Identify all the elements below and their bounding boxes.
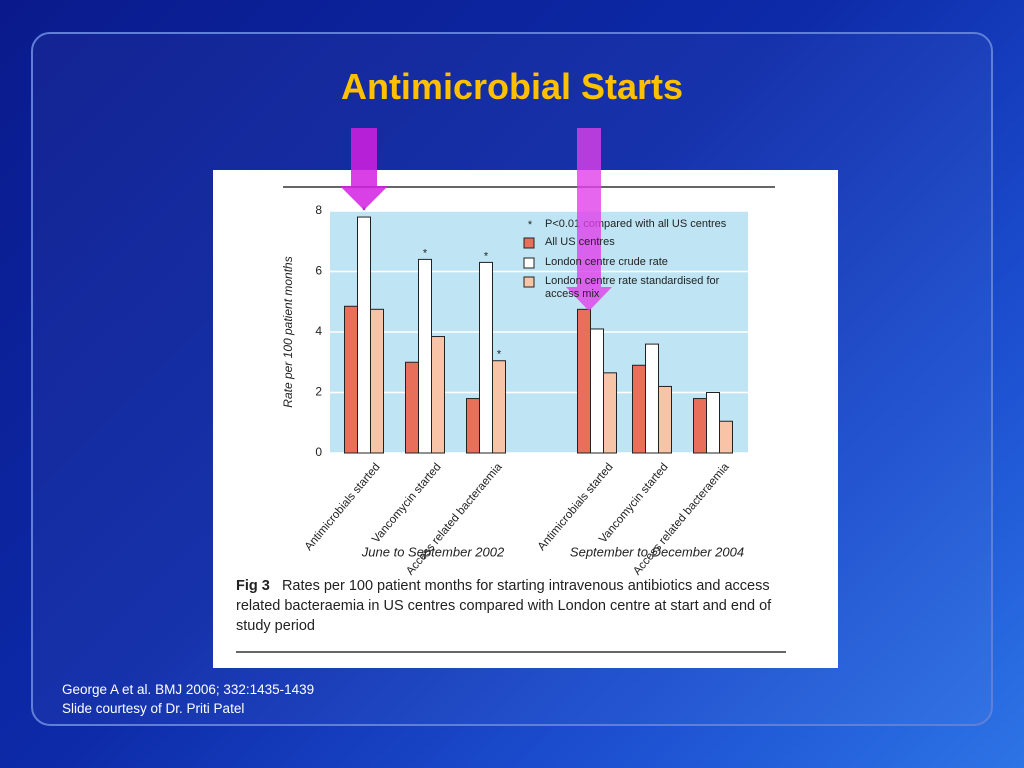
- figure-caption: Fig 3 Rates per 100 patient months for s…: [236, 576, 781, 636]
- legend-label: London centre crude rate: [545, 256, 730, 269]
- bar: [467, 399, 480, 453]
- bar: [659, 386, 672, 453]
- legend-swatch: [524, 277, 534, 287]
- significance-marker: *: [497, 349, 502, 361]
- citation: Slide courtesy of Dr. Priti Patel: [62, 701, 244, 716]
- y-tick-label: 2: [315, 385, 322, 399]
- group-label: September to December 2004: [570, 544, 744, 559]
- y-tick-label: 0: [315, 445, 322, 459]
- legend-label: London centre rate standardised for acce…: [545, 275, 730, 301]
- bar: [493, 361, 506, 453]
- legend-swatch: [524, 238, 534, 248]
- caption-text: Rates per 100 patient months for startin…: [236, 578, 771, 634]
- y-tick-label: 4: [315, 324, 322, 338]
- bar: [358, 217, 371, 453]
- bar: [480, 262, 493, 453]
- legend-symbol: *: [528, 219, 533, 231]
- y-tick-label: 6: [315, 264, 322, 278]
- legend-label: P<0.01 compared with all US centres: [545, 218, 727, 230]
- slide-title: Antimicrobial Starts: [0, 66, 1024, 108]
- group-label: June to September 2002: [361, 544, 505, 559]
- bar: [419, 259, 432, 453]
- bar: [432, 337, 445, 453]
- significance-marker: *: [423, 247, 428, 259]
- bar: [633, 365, 646, 453]
- legend-swatch: [524, 258, 534, 268]
- caption-label: Fig 3: [236, 578, 270, 594]
- slide: 0 2 4 6 8 Rate per 100 patient months * Antimic…: [0, 0, 1024, 768]
- bar: [345, 306, 358, 453]
- bar: [371, 309, 384, 453]
- bar: [591, 329, 604, 453]
- bar: [646, 344, 659, 453]
- bar: [707, 393, 720, 454]
- significance-marker: *: [484, 250, 489, 262]
- citation: George A et al. BMJ 2006; 332:1435-1439: [62, 682, 314, 697]
- slide-graphics: 0 2 4 6 8 Rate per 100 patient months * Antimic…: [0, 0, 1024, 768]
- bar: [604, 373, 617, 453]
- bar: [720, 421, 733, 453]
- y-axis-label: Rate per 100 patient months: [281, 256, 295, 407]
- legend-label: All US centres: [545, 236, 730, 249]
- bar: [694, 399, 707, 453]
- bar: [578, 309, 591, 453]
- y-tick-label: 8: [315, 203, 322, 217]
- bar: [406, 362, 419, 453]
